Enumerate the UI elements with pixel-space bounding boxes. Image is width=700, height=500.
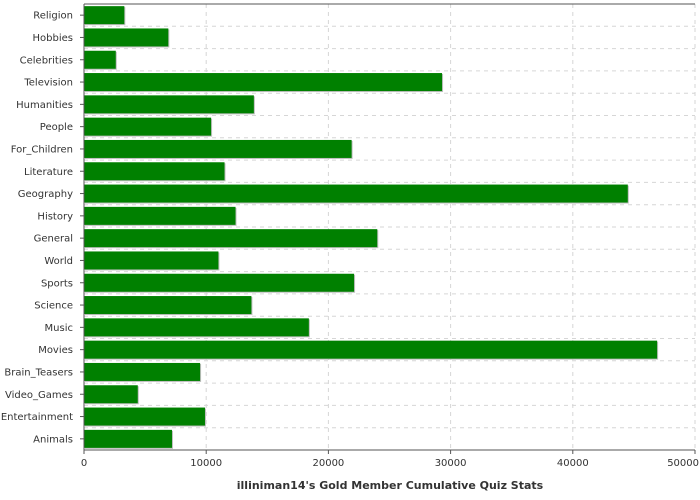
bar-music <box>84 318 309 337</box>
category-label: Religion <box>33 11 73 22</box>
category-label: Movies <box>38 345 73 356</box>
bar-world <box>84 251 219 270</box>
category-label: Entertainment <box>1 412 73 423</box>
axes <box>80 3 695 451</box>
x-tick-label: 20000 <box>312 458 344 469</box>
category-label: For_Children <box>11 144 73 155</box>
category-label: Humanities <box>16 100 73 111</box>
category-label: Brain_Teasers <box>4 367 73 378</box>
x-tick-label: 50000 <box>667 458 699 469</box>
bar-movies <box>84 340 658 359</box>
bar-history <box>84 206 236 225</box>
bars <box>84 6 659 449</box>
bar-people <box>84 117 212 136</box>
bar-religion <box>84 6 125 25</box>
category-label: Celebrities <box>20 55 73 66</box>
category-label: Literature <box>24 167 73 178</box>
category-label: People <box>40 122 73 133</box>
x-tick-label: 30000 <box>435 458 467 469</box>
category-label: Television <box>23 78 73 89</box>
bar-science <box>84 296 252 315</box>
category-label: Science <box>34 301 73 312</box>
bar-television <box>84 73 443 92</box>
category-label: Animals <box>33 434 73 445</box>
x-tick-label: 10000 <box>190 458 222 469</box>
bar-brain-teasers <box>84 362 201 381</box>
bar-general <box>84 229 378 248</box>
grid <box>84 4 696 450</box>
bar-celebrities <box>84 50 116 69</box>
category-labels: Religion Hobbies Celebrities Television Huma… <box>1 11 73 446</box>
bar-for-children <box>84 139 352 158</box>
x-ticks: 0 10000 20000 30000 40000 50000 <box>81 450 699 469</box>
bar-entertainment <box>84 407 205 426</box>
x-tick-label: 40000 <box>557 458 589 469</box>
bar-sports <box>84 273 355 292</box>
x-axis-title: illiniman14's Gold Member Cumulative Qui… <box>237 479 544 492</box>
x-tick-label: 0 <box>81 458 87 469</box>
bar-video-games <box>84 385 138 404</box>
category-label: Geography <box>18 189 73 200</box>
category-label: Video_Games <box>5 390 73 401</box>
category-label: General <box>34 234 73 245</box>
category-label: Music <box>45 323 73 334</box>
category-label: Sports <box>41 278 73 289</box>
bar-animals <box>84 429 172 448</box>
category-label: History <box>37 211 73 222</box>
bar-literature <box>84 162 225 181</box>
bar-geography <box>84 184 628 203</box>
category-label: World <box>44 256 73 267</box>
bar-hobbies <box>84 28 169 47</box>
bar-humanities <box>84 95 254 114</box>
category-label: Hobbies <box>33 33 73 44</box>
